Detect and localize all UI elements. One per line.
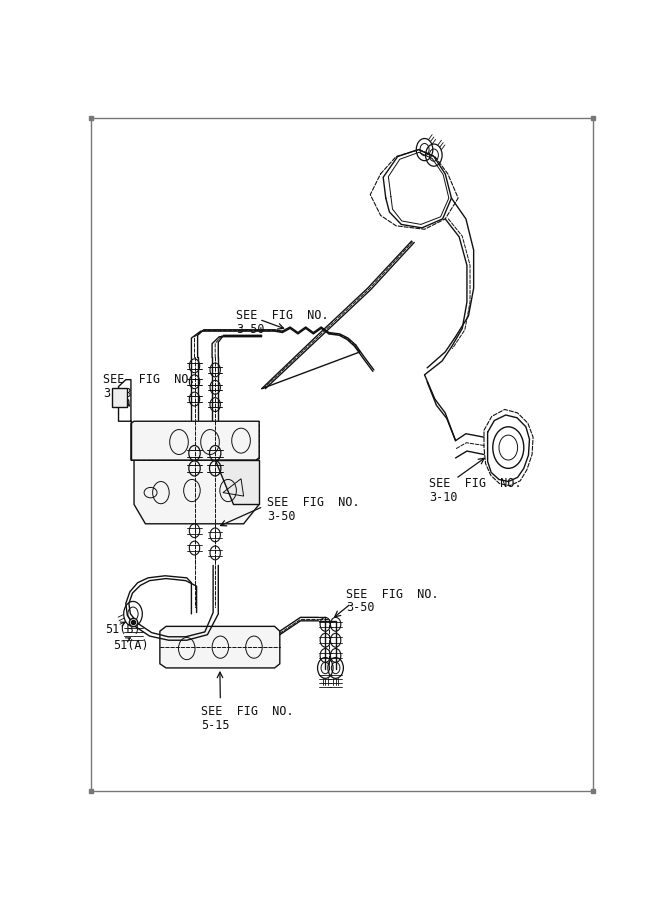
Text: SEE  FIG  NO.: SEE FIG NO. xyxy=(201,706,294,718)
Text: SEE  FIG  NO.: SEE FIG NO. xyxy=(267,496,360,509)
Polygon shape xyxy=(134,460,259,524)
Polygon shape xyxy=(215,460,259,504)
Text: SEE  FIG  NO.: SEE FIG NO. xyxy=(103,373,195,386)
Text: SEE  FIG  NO.: SEE FIG NO. xyxy=(429,477,522,490)
Text: 51(A): 51(A) xyxy=(113,639,149,652)
Text: 5-15: 5-15 xyxy=(201,719,229,733)
Text: 51(B): 51(B) xyxy=(105,623,141,635)
Text: 3-50: 3-50 xyxy=(236,323,264,336)
Text: 3-58: 3-58 xyxy=(103,387,131,400)
Text: 3-50: 3-50 xyxy=(346,601,374,615)
Text: SEE  FIG  NO.: SEE FIG NO. xyxy=(236,309,328,322)
Polygon shape xyxy=(131,421,259,460)
Text: SEE  FIG  NO.: SEE FIG NO. xyxy=(346,588,439,600)
Polygon shape xyxy=(160,626,280,668)
Text: 3-10: 3-10 xyxy=(429,491,457,503)
Text: 3-50: 3-50 xyxy=(267,510,295,523)
Bar xyxy=(112,388,127,408)
